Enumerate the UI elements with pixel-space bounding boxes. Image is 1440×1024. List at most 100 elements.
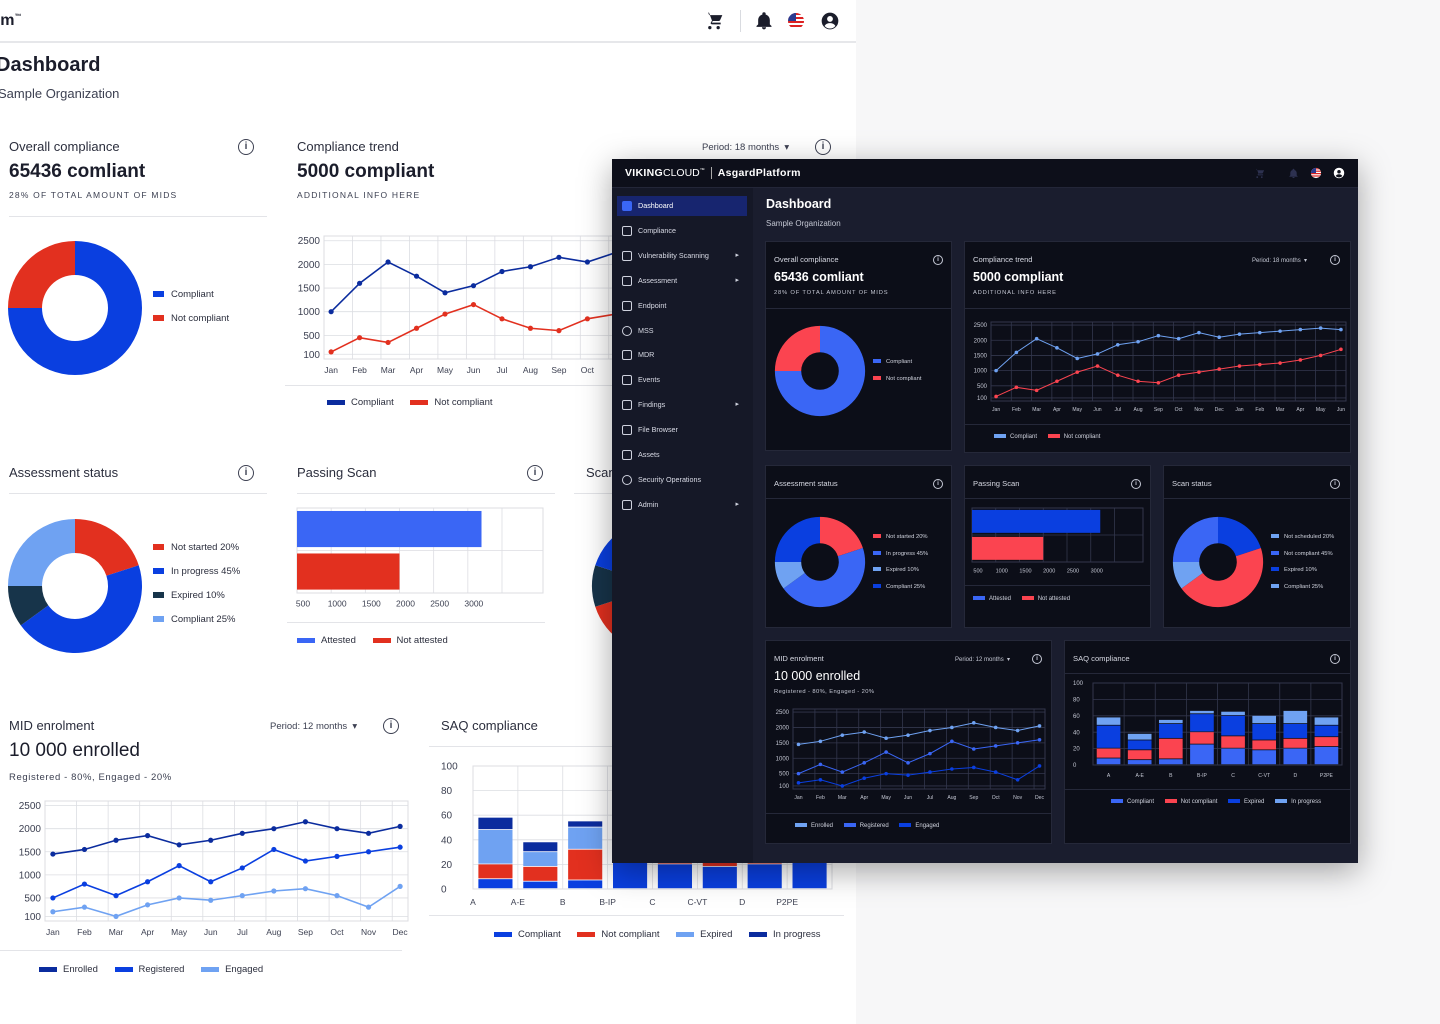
x-tick-label: Jun bbox=[204, 927, 218, 937]
mid-legend: Enrolled Registered Engaged bbox=[39, 964, 277, 975]
folder-icon bbox=[622, 425, 632, 436]
us-flag-icon[interactable] bbox=[1310, 167, 1322, 179]
data-point bbox=[1034, 388, 1039, 393]
x-tick-label: Jul bbox=[927, 795, 934, 801]
info-icon[interactable]: i bbox=[238, 139, 254, 155]
x-tick-label: Dec bbox=[1215, 407, 1225, 413]
sidebar-item-vulnerability-scanning[interactable]: Vulnerability Scanning ▸ bbox=[617, 246, 747, 266]
cart-icon[interactable] bbox=[1254, 168, 1265, 179]
info-icon[interactable]: i bbox=[238, 465, 254, 481]
info-icon[interactable]: i bbox=[1330, 479, 1340, 489]
period-selector[interactable]: Period: 18 months ▾ bbox=[702, 142, 790, 153]
bar-segment-compliant bbox=[478, 879, 513, 889]
data-point bbox=[993, 770, 998, 774]
legend-swatch bbox=[1271, 567, 1279, 572]
sidebar-item-dashboard[interactable]: Dashboard bbox=[617, 196, 747, 216]
legend-swatch bbox=[843, 823, 856, 828]
x-tick-label: 2000 bbox=[1043, 569, 1055, 575]
data-point bbox=[994, 368, 998, 373]
card-subtitle: 28% OF TOTAL AMOUNT OF MIDS bbox=[9, 190, 178, 200]
donut-slice-in-progress bbox=[783, 548, 866, 608]
data-point bbox=[1197, 370, 1201, 374]
sidebar-item-endpoint[interactable]: Endpoint bbox=[617, 296, 747, 316]
sidebar-item-file-browser[interactable]: File Browser bbox=[617, 420, 747, 440]
sidebar-item-assets[interactable]: Assets bbox=[617, 445, 747, 465]
bell-icon[interactable] bbox=[1288, 168, 1299, 179]
data-point bbox=[1237, 364, 1242, 368]
donut-slice-not-compliant bbox=[774, 325, 820, 371]
legend-item: Compliant bbox=[327, 397, 394, 408]
bar-segment-expired bbox=[1096, 725, 1121, 748]
bar-segment-expired bbox=[1221, 715, 1245, 736]
period-selector[interactable]: Period: 12 months ▾ bbox=[270, 721, 358, 732]
data-point bbox=[906, 773, 910, 777]
x-tick-label: Mar bbox=[1276, 407, 1285, 413]
passing-scan-card: Passing Scan i 500 1000 1500 2000 2500 3000 A… bbox=[964, 465, 1151, 628]
account-icon[interactable] bbox=[1333, 167, 1345, 179]
bar-segment-expired bbox=[478, 829, 513, 864]
chevron-down-icon: ▾ bbox=[349, 721, 358, 732]
sidebar-item-findings[interactable]: Findings ▸ bbox=[617, 395, 747, 415]
bar-segment-compliant bbox=[702, 866, 737, 889]
info-icon[interactable]: i bbox=[1131, 479, 1141, 489]
sidebar-item-assessment[interactable]: Assessment ▸ bbox=[617, 271, 747, 291]
info-icon[interactable]: i bbox=[1330, 654, 1340, 664]
brand-logo[interactable]: VIKINGCLOUD™ AsgardPlatform bbox=[625, 167, 801, 180]
account-icon[interactable] bbox=[820, 11, 840, 31]
sidebar-item-mss[interactable]: MSS bbox=[617, 321, 747, 341]
sidebar-item-compliance[interactable]: Compliance bbox=[617, 221, 747, 241]
period-selector[interactable]: Period: 18 months ▾ bbox=[1252, 258, 1308, 264]
x-tick-label: Mar bbox=[381, 365, 396, 375]
data-point bbox=[1014, 385, 1019, 390]
x-tick-label: 1000 bbox=[328, 599, 347, 609]
x-tick-label: Apr bbox=[860, 795, 868, 801]
wifi-icon bbox=[622, 250, 632, 261]
data-point bbox=[50, 909, 56, 915]
x-tick-label: Feb bbox=[77, 927, 92, 937]
card-value: 5000 compliant bbox=[973, 270, 1064, 284]
data-point bbox=[397, 844, 403, 850]
sidebar-item-label: Assets bbox=[638, 450, 660, 459]
data-point bbox=[993, 725, 998, 730]
sidebar-item-mdr[interactable]: MDR bbox=[617, 345, 747, 365]
dark-dashboard-window: VIKINGCLOUD™ AsgardPlatform Dashboard Comp… bbox=[612, 159, 1358, 863]
card-subtitle: ADDITIONAL INFO HERE bbox=[297, 190, 421, 200]
legend-item: Not compliant bbox=[873, 371, 921, 388]
card-divider bbox=[287, 622, 545, 623]
data-point bbox=[1217, 335, 1222, 339]
card-title: SAQ compliance bbox=[1073, 654, 1130, 663]
cart-icon[interactable] bbox=[704, 11, 724, 31]
bar-segment-compliant bbox=[792, 861, 827, 889]
data-point bbox=[176, 863, 182, 869]
card-title: Passing Scan bbox=[297, 465, 377, 480]
page-title: Dashboard bbox=[766, 197, 832, 211]
data-point bbox=[928, 770, 932, 774]
y-tick-label: 1500 bbox=[776, 741, 790, 747]
logo[interactable]: rm™ bbox=[0, 12, 22, 29]
sidebar-item-events[interactable]: Events bbox=[617, 370, 747, 390]
data-point bbox=[499, 268, 505, 275]
x-tick-label: 3000 bbox=[1091, 569, 1103, 575]
data-point bbox=[144, 879, 151, 885]
legend-item: Compliant bbox=[994, 434, 1037, 440]
bell-icon[interactable] bbox=[754, 11, 774, 31]
sidebar-item-admin[interactable]: Admin ▸ bbox=[617, 495, 747, 515]
sidebar-item-security-operations[interactable]: Security Operations bbox=[617, 470, 747, 490]
legend-item: Enrolled bbox=[39, 964, 98, 975]
info-icon[interactable]: i bbox=[383, 718, 399, 734]
info-icon[interactable]: i bbox=[1032, 654, 1042, 664]
data-point bbox=[1037, 764, 1042, 768]
us-flag-icon[interactable] bbox=[786, 11, 806, 31]
info-icon[interactable]: i bbox=[527, 465, 543, 481]
period-selector[interactable]: Period: 12 months ▾ bbox=[955, 657, 1011, 663]
info-icon[interactable]: i bbox=[933, 255, 943, 265]
x-tick-label: 3000 bbox=[464, 599, 483, 609]
info-icon[interactable]: i bbox=[1330, 255, 1340, 265]
bar-segment-compliant bbox=[1127, 760, 1152, 765]
x-tick-label: Apr bbox=[410, 365, 423, 375]
data-point bbox=[1278, 329, 1282, 333]
saq-legend: Compliant Not compliant Expired In progr… bbox=[1111, 799, 1330, 806]
info-icon[interactable]: i bbox=[933, 479, 943, 489]
legend-swatch bbox=[973, 596, 985, 601]
info-icon[interactable]: i bbox=[815, 139, 831, 155]
